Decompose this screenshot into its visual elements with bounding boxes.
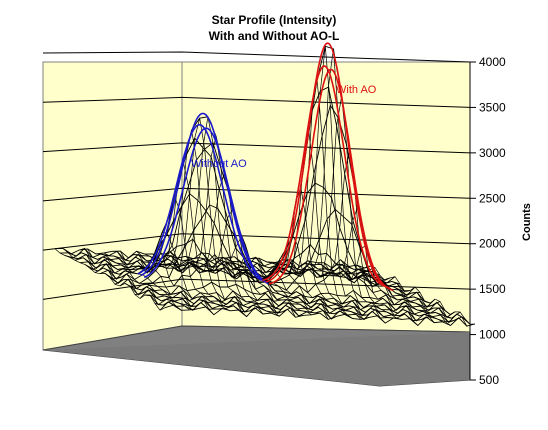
tick-label-1500: 1500 <box>479 282 506 296</box>
mesh-col-1 <box>62 248 174 306</box>
back-wall-left <box>42 61 183 351</box>
series-outline-0-0 <box>143 127 269 285</box>
mesh-col-3 <box>79 247 190 311</box>
mesh-col-35 <box>340 259 451 326</box>
tick-label-1000: 1000 <box>479 328 506 342</box>
mesh-col-2 <box>71 252 182 311</box>
series-outline-0-2 <box>137 123 263 282</box>
mesh-col-27 <box>275 46 386 324</box>
chart-subtitle: With and Without AO-L <box>208 29 340 43</box>
tick-label-2000: 2000 <box>479 237 506 251</box>
z-tick-labels: 500 1000 1500 2000 2500 3000 3500 4000 <box>469 55 506 387</box>
tick-label-3500: 3500 <box>479 100 506 114</box>
wall-gridlines <box>42 51 471 300</box>
gridline-2000 <box>42 233 471 251</box>
gridline-3500 <box>42 96 471 108</box>
series-outline-1-0 <box>268 68 394 292</box>
mesh-col-11 <box>144 118 255 313</box>
tick-label-3000: 3000 <box>479 146 506 160</box>
mesh-col-7 <box>112 232 223 310</box>
mesh-col-24 <box>250 186 362 320</box>
mesh-col-23 <box>242 234 353 319</box>
series-outline-1-2 <box>262 65 387 288</box>
mesh-col-38 <box>364 265 476 325</box>
gridline-3000 <box>42 142 471 154</box>
mesh-col-21 <box>226 257 337 320</box>
chart-title: Star Profile (Intensity) <box>211 13 337 27</box>
floor-front <box>43 332 470 386</box>
mesh-col-5 <box>95 253 207 308</box>
series-label-without-ao: Without AO <box>191 158 247 170</box>
mesh-col-18 <box>201 252 312 316</box>
gridline-2500 <box>42 187 471 202</box>
series-outline-1-1 <box>265 42 390 290</box>
tick-label-4000: 4000 <box>479 55 506 69</box>
series-outlines <box>137 42 394 292</box>
mesh-col-36 <box>348 266 459 323</box>
mesh-col-0 <box>54 248 166 311</box>
z-axis-label: Counts <box>521 203 533 241</box>
gridline-4000 <box>42 51 471 63</box>
series-label-with-ao: With AO <box>336 84 377 96</box>
mesh-col-29 <box>291 96 402 320</box>
mesh-col-34 <box>332 263 443 323</box>
series-outline-0-1 <box>140 112 266 283</box>
tick-label-2500: 2500 <box>479 191 506 205</box>
tick-label-500: 500 <box>479 373 499 387</box>
mesh-col-6 <box>103 247 215 315</box>
